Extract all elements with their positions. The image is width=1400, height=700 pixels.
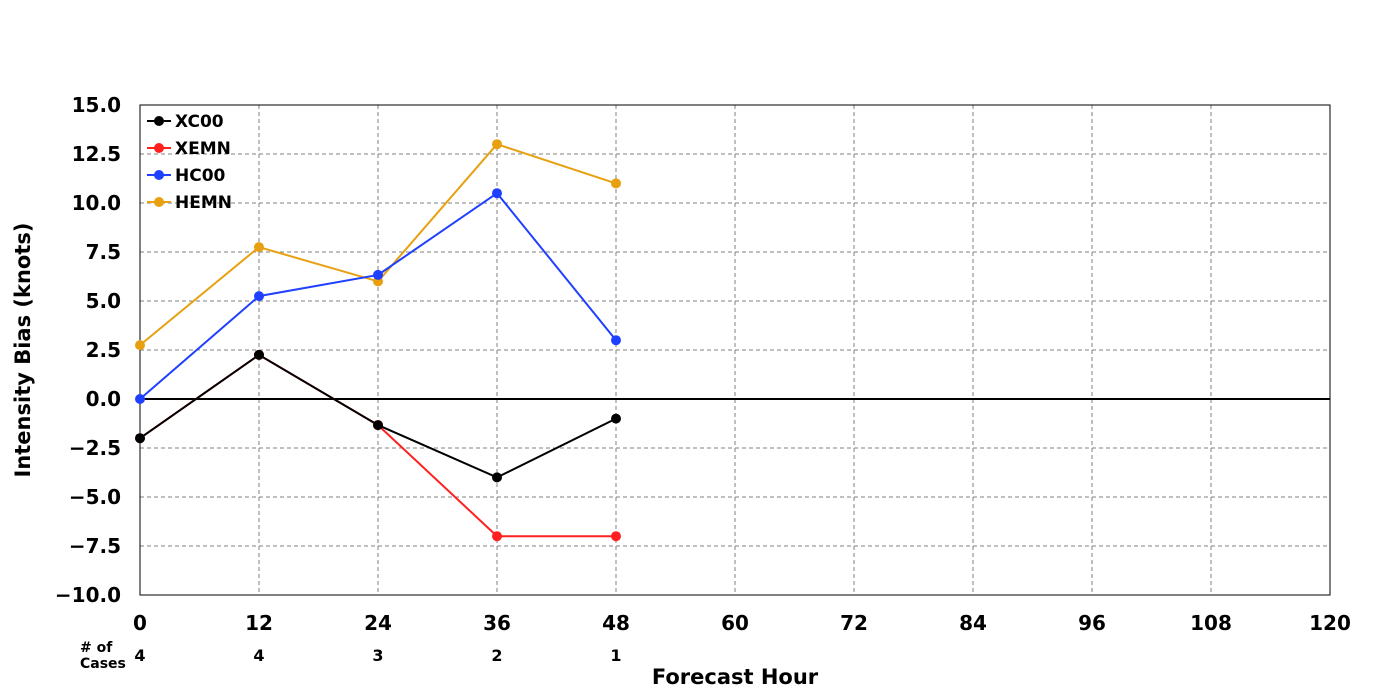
- legend-entry-xc00: XC00: [147, 112, 224, 132]
- x-tick-label: 96: [1078, 611, 1106, 635]
- legend-label: XEMN: [175, 139, 231, 159]
- data-point: [611, 178, 621, 189]
- x-tick-label: 84: [959, 611, 987, 635]
- legend-marker: [154, 116, 164, 126]
- y-tick-label: 15.0: [72, 93, 121, 117]
- y-tick-label: −5.0: [69, 485, 121, 509]
- data-point: [373, 420, 383, 431]
- series-xc00: [135, 349, 621, 483]
- x-tick-label: 60: [721, 611, 749, 635]
- data-point: [254, 291, 264, 302]
- data-point: [492, 188, 502, 199]
- legend-label: HC00: [175, 166, 226, 186]
- legend-label: XC00: [175, 112, 224, 132]
- legend-entry-xemn: XEMN: [147, 139, 231, 159]
- cases-row: # of Cases 4 4 3 2 1: [80, 640, 622, 672]
- series-lines: [135, 139, 621, 542]
- y-tick-label: −2.5: [69, 436, 121, 460]
- data-point: [611, 531, 621, 542]
- cases-label-line2: Cases: [80, 656, 126, 672]
- data-point: [254, 242, 264, 253]
- y-tick-label: −10.0: [55, 583, 121, 607]
- data-point: [135, 340, 145, 351]
- x-tick-label: 48: [602, 611, 630, 635]
- cases-value: 2: [491, 646, 502, 665]
- x-tick-label: 108: [1190, 611, 1232, 635]
- x-tick-label: 120: [1309, 611, 1351, 635]
- legend-entry-hemn: HEMN: [147, 193, 232, 213]
- data-point: [492, 472, 502, 483]
- y-tick-label: 5.0: [86, 289, 121, 313]
- cases-value: 1: [610, 646, 621, 665]
- x-tick-label: 24: [364, 611, 392, 635]
- x-tick-label: 72: [840, 611, 868, 635]
- legend-entry-hc00: HC00: [147, 166, 226, 186]
- y-tick-label: 10.0: [72, 191, 121, 215]
- y-tick-label: −7.5: [69, 534, 121, 558]
- data-point: [492, 139, 502, 150]
- cases-value: 4: [134, 646, 145, 665]
- data-point: [492, 531, 502, 542]
- cases-value: 3: [372, 646, 383, 665]
- legend-marker: [154, 170, 164, 180]
- data-point: [373, 269, 383, 280]
- data-point: [611, 335, 621, 346]
- x-tick-label: 0: [133, 611, 147, 635]
- legend: XC00 XEMN HC00 HEMN: [147, 112, 232, 213]
- series-hc00: [135, 188, 621, 404]
- legend-marker: [154, 143, 164, 153]
- cases-label-line1: # of: [80, 640, 113, 656]
- data-point: [254, 349, 264, 360]
- legend-label: HEMN: [175, 193, 232, 213]
- x-tick-label: 12: [245, 611, 273, 635]
- x-tick-labels: 0 12 24 36 48 60 72 84 96 108 120: [133, 611, 1351, 635]
- x-tick-label: 36: [483, 611, 511, 635]
- y-tick-labels: −10.0 −7.5 −5.0 −2.5 0.0 2.5 5.0 7.5 10.0 12.5 15.…: [55, 93, 121, 607]
- y-axis-label: Intensity Bias (knots): [11, 223, 35, 478]
- data-point: [611, 413, 621, 424]
- legend-marker: [154, 197, 164, 207]
- data-point: [135, 394, 145, 404]
- y-tick-label: 2.5: [86, 338, 121, 362]
- y-tick-label: 0.0: [86, 387, 121, 411]
- cases-value: 4: [253, 646, 264, 665]
- x-axis-label: Forecast Hour: [652, 665, 819, 689]
- y-tick-label: 12.5: [72, 142, 121, 166]
- data-point: [135, 433, 145, 444]
- y-tick-label: 7.5: [86, 240, 121, 264]
